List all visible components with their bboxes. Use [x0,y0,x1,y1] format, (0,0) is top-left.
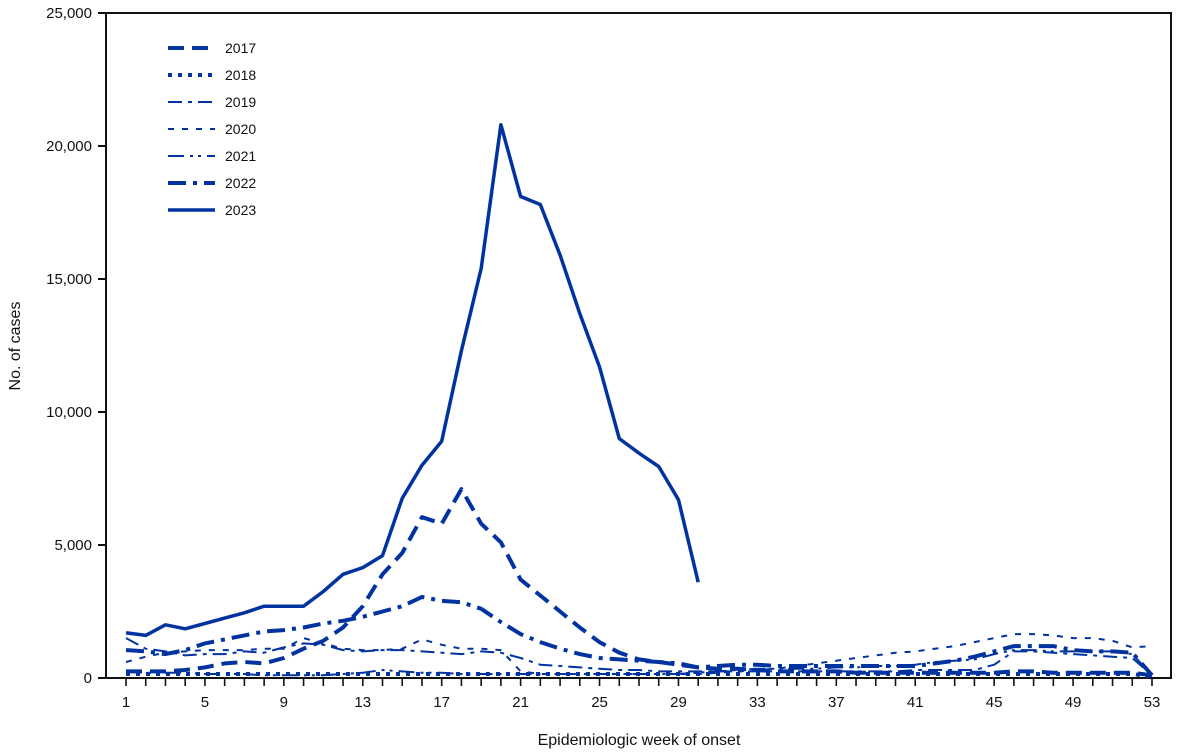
legend-item-2018: 2018 [168,67,256,83]
x-tick-label: 37 [828,694,845,711]
y-tick-label: 0 [84,670,92,687]
plot-frame [105,12,1172,679]
legend-label: 2023 [225,202,256,218]
series-line-2017 [126,487,1153,678]
legend-item-2017: 2017 [168,40,256,56]
series-line-2023 [125,122,700,638]
x-tick-label: 21 [512,694,529,711]
y-tick-label: 20,000 [46,138,92,155]
series-layer [125,122,1154,679]
legend-item-2020: 2020 [168,121,256,137]
series-line-2021 [125,649,1153,677]
x-tick-label: 29 [670,694,687,711]
x-tick-label: 49 [1065,694,1082,711]
series-line-2022 [125,594,1154,677]
legend-item-2019: 2019 [168,94,256,110]
legend: 2017 2018 2019 2020 2021 2022 2023 [168,40,256,218]
legend-label: 2018 [225,67,256,83]
series-line-2019 [125,637,1153,677]
x-tick-label: 45 [986,694,1003,711]
legend-label: 2021 [225,148,256,164]
x-tick-label: 25 [591,694,608,711]
legend-label: 2020 [225,121,256,137]
legend-item-2022: 2022 [168,175,256,191]
y-tick-label: 25,000 [46,5,92,22]
y-tick-label: 15,000 [46,271,92,288]
x-axis: 1 5 9 13 17 21 25 29 33 37 41 45 49 53 [122,678,1161,711]
y-tick-label: 10,000 [46,404,92,421]
x-tick-label: 33 [749,694,766,711]
x-tick-label: 9 [280,694,288,711]
legend-label: 2019 [225,94,256,110]
x-tick-label: 1 [122,694,130,711]
x-axis-title: Epidemiologic week of onset [538,732,741,749]
y-tick-label: 5,000 [54,537,92,554]
x-tick-label: 13 [354,694,371,711]
legend-label: 2017 [225,40,256,56]
x-tick-label: 5 [201,694,209,711]
y-axis-title: No. of cases [7,302,24,391]
x-tick-label: 53 [1144,694,1161,711]
legend-item-2023: 2023 [168,202,256,218]
legend-item-2021: 2021 [168,148,256,164]
legend-label: 2022 [225,175,256,191]
x-tick-label: 41 [907,694,924,711]
y-axis: 0 5,000 10,000 15,000 20,000 25,000 [46,5,106,687]
plot-border [105,12,1172,679]
x-tick-label: 17 [433,694,450,711]
